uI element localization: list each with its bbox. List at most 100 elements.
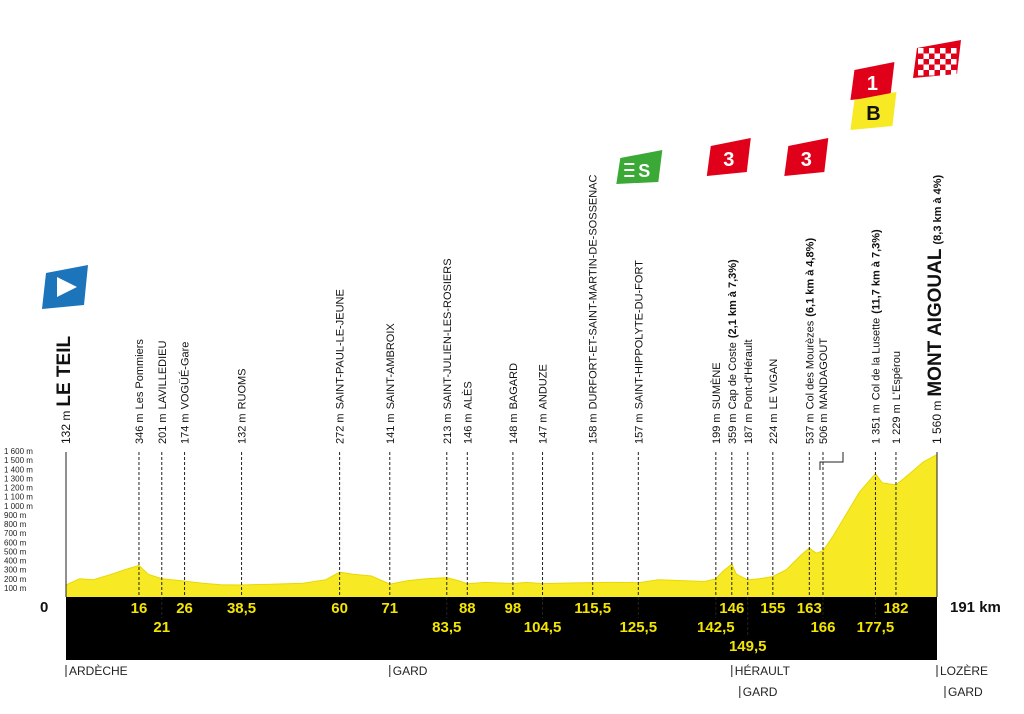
- y-tick-label: 1 000 m: [4, 502, 33, 511]
- waypoint-place: Cap de Coste: [727, 342, 739, 409]
- bonus-flag-shape: [850, 92, 897, 130]
- waypoint-altitude: 132 m: [237, 413, 249, 444]
- km-label: 177,5: [857, 619, 895, 636]
- waypoint-place: ANDUZE: [538, 364, 550, 409]
- km-band: [66, 597, 937, 660]
- waypoint-altitude: 1 351 m: [870, 404, 882, 444]
- region-label: LOZÈRE: [940, 663, 988, 678]
- waypoint: 141 m SAINT-AMBROIX 71: [381, 323, 398, 617]
- km-label: 26: [176, 600, 193, 617]
- waypoint-label: 213 m SAINT-JULIEN-LES-ROSIERS: [442, 258, 454, 444]
- waypoint-altitude: 201 m: [157, 413, 169, 444]
- finish-check-square: [918, 59, 924, 65]
- waypoint: 272 m SAINT-PAUL-LE-JEUNE 60: [331, 289, 348, 617]
- km-label: 125,5: [620, 619, 658, 636]
- waypoint-label: 132 m RUOMS: [237, 368, 249, 444]
- waypoint-label: 537 m Col des Mourèzes (6,1 km à 4,8%): [804, 238, 816, 444]
- waypoint-climb-detail: (6,1 km à 4,8%): [804, 238, 816, 317]
- waypoint-altitude: 537 m: [804, 413, 816, 444]
- waypoint-place: MONT AIGOUAL: [925, 248, 946, 397]
- y-tick-label: 800 m: [4, 520, 27, 529]
- waypoint: 506 m MANDAGOUT 166: [810, 338, 835, 636]
- finish-check-square: [940, 48, 946, 54]
- waypoint: 174 m VOGÜÉ-Gare 26: [176, 342, 193, 617]
- waypoint-altitude: 132 m: [59, 411, 73, 444]
- waypoint-altitude: 506 m: [818, 413, 830, 444]
- waypoint-place: SUMÈNE: [710, 362, 723, 409]
- km-label: 182: [883, 600, 908, 617]
- finish-check-square: [923, 53, 929, 59]
- y-tick-label: 1 500 m: [4, 456, 33, 465]
- climb-category-number: 3: [723, 149, 734, 171]
- km-label: 21: [153, 619, 170, 636]
- finish-check-square: [929, 70, 935, 76]
- waypoint-place: ALÈS: [461, 381, 474, 409]
- waypoint-place: VOGÜÉ-Gare: [179, 342, 192, 410]
- y-tick-label: 1 200 m: [4, 484, 33, 493]
- km-label: 83,5: [432, 619, 461, 636]
- waypoint: 359 m Cap de Coste (2,1 km à 7,3%) 146: [719, 259, 744, 617]
- waypoint-altitude: 158 m: [588, 413, 600, 444]
- finish-check-square: [951, 70, 957, 76]
- waypoint-label: 187 m Pont-d'Hérault: [743, 339, 755, 444]
- sprint-flag-icon: S: [616, 150, 663, 184]
- waypoint-place: Col de la Lusette: [870, 318, 882, 401]
- km-label: 88: [459, 600, 476, 617]
- finish-check-square: [945, 53, 951, 59]
- waypoint-place: SAINT-PAUL-LE-JEUNE: [335, 289, 347, 409]
- waypoint-label: 132 m LE TEIL: [54, 336, 75, 444]
- waypoint-altitude: 224 m: [768, 413, 780, 444]
- waypoint-label: 346 m Les Pommiers: [134, 339, 146, 444]
- waypoint-label: 146 m ALÈS: [461, 381, 474, 444]
- waypoint-label: 506 m MANDAGOUT: [818, 338, 830, 444]
- waypoint-place: L'Espérou: [891, 351, 903, 400]
- waypoint: 346 m Les Pommiers 16: [131, 339, 148, 617]
- waypoint-altitude: 359 m: [727, 413, 739, 444]
- km-label: 98: [505, 600, 522, 617]
- waypoint: 146 m ALÈS 88: [459, 381, 476, 617]
- km-label: 166: [810, 619, 835, 636]
- region-label: GARD: [743, 685, 778, 699]
- y-tick-label: 1 400 m: [4, 465, 33, 474]
- waypoint-altitude: 1 560 m: [930, 401, 944, 444]
- waypoint-label: 147 m ANDUZE: [538, 364, 550, 444]
- y-tick-label: 1 100 m: [4, 493, 33, 502]
- waypoint-label: 201 m LAVILLEDIEU: [157, 340, 169, 444]
- climb-category-number: 1: [867, 73, 878, 95]
- waypoint: 158 m DURFORT-ET-SAINT-MARTIN-DE-SOSSENAC…: [574, 174, 611, 617]
- waypoint-place: RUOMS: [237, 368, 249, 409]
- waypoint: 201 m LAVILLEDIEU 21: [153, 340, 170, 636]
- region-label: GARD: [393, 664, 428, 678]
- climb-category-flag-icon: 3: [784, 138, 829, 176]
- waypoint-place: SAINT-HIPPOLYTE-DU-FORT: [633, 260, 645, 410]
- finish-check-square: [934, 53, 940, 59]
- waypoint-altitude: 213 m: [442, 413, 454, 444]
- waypoint-altitude: 187 m: [743, 413, 755, 444]
- finish-check-square: [929, 59, 935, 65]
- waypoint-altitude: 1 229 m: [891, 404, 903, 444]
- y-tick-label: 900 m: [4, 511, 27, 520]
- climb-category-flag-icon: 1: [850, 62, 895, 100]
- finish-flag-icon: [913, 40, 961, 78]
- waypoint-place: DURFORT-ET-SAINT-MARTIN-DE-SOSSENAC: [588, 174, 600, 409]
- y-tick-label: 1 300 m: [4, 474, 33, 483]
- waypoint-place: SAINT-JULIEN-LES-ROSIERS: [442, 258, 454, 409]
- waypoint: 148 m BAGARD 98: [505, 363, 522, 617]
- bonus-flag-icon: B: [850, 92, 897, 130]
- waypoint-label: 174 m VOGÜÉ-Gare: [179, 342, 192, 444]
- waypoint: 199 m SUMÈNE 142,5: [697, 362, 735, 636]
- waypoint-label: 1 560 m MONT AIGOUAL (8,3 km à 4%): [925, 174, 946, 444]
- waypoint-climb-detail: (8,3 km à 4%): [932, 174, 944, 244]
- y-tick-label: 1 600 m: [4, 447, 33, 456]
- waypoint-label: 359 m Cap de Coste (2,1 km à 7,3%): [727, 259, 739, 444]
- sprint-flag-letter: S: [638, 161, 650, 181]
- waypoint-altitude: 199 m: [711, 413, 723, 444]
- y-tick-label: 300 m: [4, 566, 27, 575]
- y-tick-label: 200 m: [4, 575, 27, 584]
- km-label: 60: [331, 600, 348, 617]
- waypoint: 1 229 m L'Espérou 182: [883, 351, 908, 617]
- finish-check-square: [951, 48, 957, 54]
- waypoint-label: 272 m SAINT-PAUL-LE-JEUNE: [335, 289, 347, 444]
- km-start-label: 0: [40, 599, 48, 616]
